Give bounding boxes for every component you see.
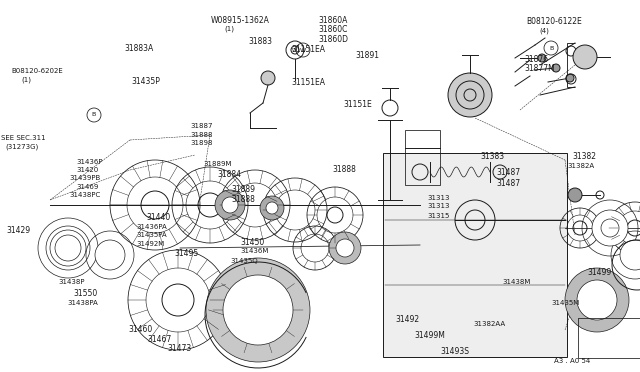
Text: B: B <box>92 112 96 118</box>
Circle shape <box>568 188 582 202</box>
Text: 31382: 31382 <box>573 153 596 161</box>
Text: 31383: 31383 <box>480 153 504 161</box>
Text: 31550: 31550 <box>74 289 98 298</box>
Bar <box>405 130 440 185</box>
Text: 31883: 31883 <box>248 37 273 46</box>
Text: 31887: 31887 <box>191 124 213 129</box>
Text: 31436PA: 31436PA <box>136 224 167 230</box>
Text: 31440: 31440 <box>146 213 170 222</box>
Text: 31313: 31313 <box>428 195 450 201</box>
Text: 31876: 31876 <box>525 55 549 64</box>
Text: 31438P: 31438P <box>59 279 85 285</box>
Text: 31435PA: 31435PA <box>136 232 167 238</box>
Text: B08120-6122E: B08120-6122E <box>527 17 582 26</box>
Text: 31888: 31888 <box>191 132 213 138</box>
Circle shape <box>595 213 625 243</box>
Text: 31493S: 31493S <box>440 347 469 356</box>
Text: 31889M: 31889M <box>204 161 232 167</box>
Circle shape <box>222 197 238 213</box>
Text: 31450: 31450 <box>240 238 264 247</box>
Text: 31492: 31492 <box>396 315 420 324</box>
Text: 31436P: 31436P <box>77 159 103 165</box>
FancyBboxPatch shape <box>383 153 567 357</box>
Circle shape <box>261 71 275 85</box>
Text: 31438M: 31438M <box>502 279 531 285</box>
Circle shape <box>620 240 640 270</box>
Circle shape <box>329 232 361 264</box>
Circle shape <box>573 45 597 69</box>
Text: 31860C: 31860C <box>318 25 348 34</box>
Text: 31151E: 31151E <box>344 100 372 109</box>
Circle shape <box>266 202 278 214</box>
Circle shape <box>538 54 546 62</box>
Circle shape <box>95 240 125 270</box>
Text: 31429: 31429 <box>6 226 31 235</box>
Text: 31888: 31888 <box>333 165 356 174</box>
Text: 31435M: 31435M <box>552 300 580 306</box>
Circle shape <box>601 219 619 237</box>
Bar <box>578 318 640 358</box>
Circle shape <box>55 235 81 261</box>
Text: 31460: 31460 <box>128 325 152 334</box>
Circle shape <box>206 258 310 362</box>
Text: A3 . A0 54: A3 . A0 54 <box>554 358 590 364</box>
Text: 31467: 31467 <box>147 335 172 344</box>
Text: (1): (1) <box>224 26 234 32</box>
Text: 31860D: 31860D <box>318 35 348 44</box>
Text: W08915-1362A: W08915-1362A <box>211 16 270 25</box>
Text: 31436M: 31436M <box>240 248 268 254</box>
Text: 31382AA: 31382AA <box>474 321 506 327</box>
Text: W: W <box>292 48 298 52</box>
Text: 31495: 31495 <box>174 249 198 258</box>
Text: 31151EA: 31151EA <box>291 45 325 54</box>
Text: 31889: 31889 <box>232 185 256 194</box>
Text: (1): (1) <box>21 77 31 83</box>
Text: 31492M: 31492M <box>136 241 164 247</box>
Text: 31438PC: 31438PC <box>69 192 100 198</box>
Text: B: B <box>549 45 553 51</box>
Text: 31499: 31499 <box>588 268 612 277</box>
Text: (4): (4) <box>540 27 549 34</box>
Text: 31877M: 31877M <box>525 64 556 73</box>
Circle shape <box>592 210 628 246</box>
Circle shape <box>552 64 560 72</box>
Text: W: W <box>300 48 306 52</box>
Text: 31313: 31313 <box>428 203 450 209</box>
Circle shape <box>223 275 293 345</box>
Text: 31487: 31487 <box>496 179 520 187</box>
Text: 31888: 31888 <box>232 195 255 203</box>
Text: 31438PA: 31438PA <box>67 300 98 306</box>
Text: 31884: 31884 <box>218 170 242 179</box>
Text: 31891: 31891 <box>355 51 380 60</box>
Text: B08120-6202E: B08120-6202E <box>12 68 63 74</box>
Text: 31382A: 31382A <box>568 163 595 169</box>
Circle shape <box>336 239 354 257</box>
Text: 31487: 31487 <box>496 169 520 177</box>
Text: 31860A: 31860A <box>318 16 348 25</box>
Text: 31435Q: 31435Q <box>230 258 258 264</box>
Text: 31499M: 31499M <box>415 331 445 340</box>
Circle shape <box>577 280 617 320</box>
Text: 31898: 31898 <box>191 140 213 146</box>
Circle shape <box>215 190 245 220</box>
Text: 31315: 31315 <box>428 213 450 219</box>
Circle shape <box>50 230 86 266</box>
Text: SEE SEC.311: SEE SEC.311 <box>1 135 46 141</box>
Circle shape <box>566 74 574 82</box>
Text: 31151EA: 31151EA <box>291 78 325 87</box>
Text: 31473: 31473 <box>168 344 192 353</box>
Text: 31420: 31420 <box>77 167 99 173</box>
Circle shape <box>448 73 492 117</box>
Circle shape <box>565 268 629 332</box>
Text: 31883A: 31883A <box>125 44 154 53</box>
Text: (31273G): (31273G) <box>5 143 38 150</box>
Text: 31435P: 31435P <box>131 77 160 86</box>
Circle shape <box>260 196 284 220</box>
Text: 31469: 31469 <box>77 184 99 190</box>
Text: 31439PB: 31439PB <box>69 175 100 181</box>
